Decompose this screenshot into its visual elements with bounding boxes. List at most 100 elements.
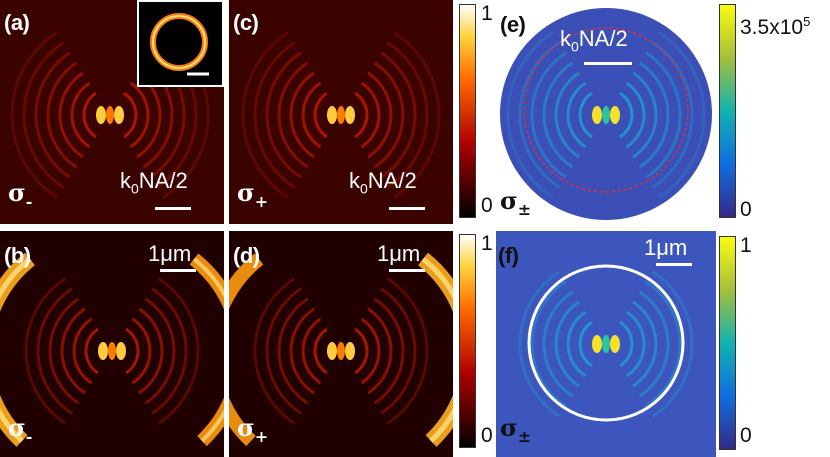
ring-arc: [380, 51, 417, 179]
ring-arc: [386, 277, 429, 425]
ring-arc: [129, 81, 150, 149]
center-spot: [116, 342, 126, 360]
center-spot: [108, 342, 116, 360]
ring-arc: [619, 91, 634, 139]
ring-arc: [84, 327, 99, 375]
ring-arc: [625, 81, 646, 149]
panel-label: (d): [233, 243, 260, 268]
ring-arc: [144, 297, 176, 405]
ring-arc: [638, 61, 670, 169]
ring-arc: [289, 307, 315, 395]
ring-arc: [506, 31, 554, 199]
ring-arc: [265, 51, 302, 179]
colorbar-min-label: 0: [481, 194, 493, 217]
scale-label: 1μm: [148, 241, 192, 266]
scale-label: 1μm: [644, 235, 688, 260]
center-spot: [592, 335, 602, 353]
ring-arc: [131, 317, 152, 385]
ring-arc: [313, 91, 328, 139]
ring-arc: [301, 81, 322, 149]
scale-label: 1μm: [377, 241, 421, 266]
panel-label: (c): [233, 10, 259, 35]
ring-arc: [10, 31, 58, 199]
ring-arc: [46, 61, 78, 169]
center-spot: [610, 106, 620, 124]
ring-arc: [301, 317, 322, 385]
center-spot: [98, 342, 108, 360]
ring-arc: [578, 91, 593, 139]
ring-arc: [645, 51, 682, 179]
panel-c: (c) σ+ k0NA/2: [229, 0, 453, 224]
colorbar-max-label: 1: [481, 232, 493, 255]
center-spot: [96, 106, 106, 124]
panel-f: (f) σ± 1μm: [496, 231, 716, 457]
ring-arc: [625, 310, 646, 378]
ring-arc: [277, 297, 309, 405]
ring-arc: [48, 297, 80, 405]
center-spot: [602, 335, 610, 353]
sigma-label: σ-: [8, 178, 33, 211]
center-spot: [106, 106, 114, 124]
ring-arc: [354, 91, 369, 139]
inset-ring-image: [137, 0, 224, 87]
ring-arc: [72, 317, 93, 385]
ring-arc: [632, 300, 658, 388]
ring-arc: [70, 81, 91, 149]
colorbar-parula-bottom: [719, 236, 736, 450]
ring-arc: [651, 270, 694, 418]
center-spot: [345, 106, 355, 124]
center-spot: [327, 342, 337, 360]
ring-arc: [60, 307, 86, 395]
scale-label: k0NA/2: [120, 168, 188, 197]
panel-b-image: [0, 231, 224, 457]
ring-arc: [566, 81, 587, 149]
center-spot: [610, 335, 620, 353]
ring-arc: [530, 51, 567, 179]
ring-arc: [313, 327, 328, 375]
ring-arc: [58, 71, 84, 159]
ring-arc: [518, 270, 561, 418]
colorbar-parula-top: [719, 4, 736, 218]
panel-e: (e) σ± k0NA/2: [496, 0, 716, 228]
ring-arc: [373, 297, 405, 405]
ring-arc: [22, 41, 65, 189]
scale-bar: [389, 207, 425, 210]
ring-arc: [658, 31, 706, 199]
ring-arc: [34, 51, 71, 179]
scale-bar: [160, 269, 196, 272]
panel-e-image: [496, 0, 716, 228]
ring-arc: [360, 81, 381, 149]
sigma-label: σ±: [500, 413, 532, 446]
ring-arc: [36, 287, 73, 415]
panel-c-image: [229, 0, 453, 224]
panel-a: (a) σ- k0NA/2: [0, 0, 224, 224]
panel-d-image: [229, 231, 453, 457]
center-spot: [327, 106, 337, 124]
scale-bar: [656, 263, 692, 266]
ring-arc: [542, 61, 574, 169]
colorbar-hot-top: [459, 4, 476, 218]
sigma-label: σ+: [237, 413, 269, 446]
ring-arc: [265, 287, 302, 415]
panel-f-image: [496, 231, 716, 457]
colorbar-min-label: 0: [481, 424, 493, 447]
scale-bar: [584, 62, 632, 65]
ring-arc: [82, 91, 97, 139]
ring-arc: [645, 280, 682, 408]
ring-arc: [554, 300, 580, 388]
ring-arc: [393, 31, 441, 199]
colorbar-min-label: 0: [740, 198, 752, 221]
sigma-label: σ-: [8, 413, 33, 446]
panel-label: (b): [4, 243, 31, 268]
ring-arc: [530, 280, 567, 408]
ring-arc: [123, 91, 138, 139]
center-spot: [114, 106, 124, 124]
center-spot: [592, 106, 602, 124]
center-spot: [345, 342, 355, 360]
ring-arc: [253, 277, 296, 425]
ring-arc: [386, 41, 429, 189]
ring-arc: [632, 71, 658, 159]
sigma-label: σ±: [500, 186, 532, 219]
ring-arc: [24, 277, 67, 425]
ring-arc: [138, 307, 164, 395]
